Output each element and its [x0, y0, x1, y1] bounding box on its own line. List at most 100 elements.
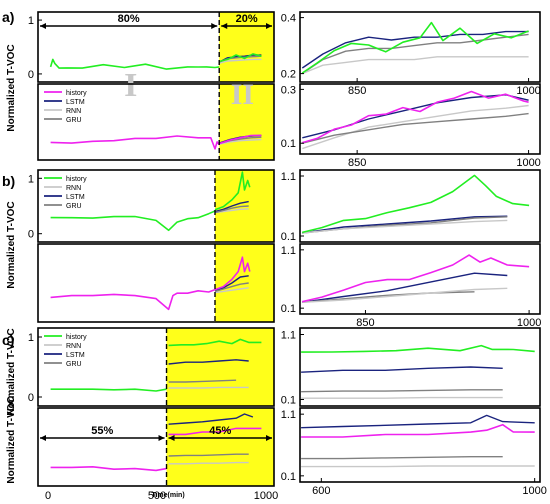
arrow-head: [158, 435, 165, 441]
series-history: [168, 338, 262, 347]
panel-b-right-top: 0.1 1.1: [281, 169, 541, 243]
series-history: [302, 174, 530, 234]
series-gru: [301, 456, 503, 460]
series-lstm: [301, 366, 503, 373]
y-tick-label: 0: [28, 69, 34, 81]
y-tick-label: 0: [28, 392, 34, 404]
test-percent-label: 20%: [236, 13, 258, 25]
series-lstm: [214, 275, 249, 291]
series-history: [50, 288, 216, 311]
legend-label: history: [66, 90, 87, 97]
x-tick-label: 1000: [516, 85, 540, 97]
forecast-region: [219, 84, 274, 160]
series-lstm: [214, 200, 249, 213]
series-history: [50, 466, 167, 472]
series-history: [301, 423, 535, 438]
y-tick-label: 0.1: [281, 231, 296, 243]
series-gru: [214, 205, 249, 214]
series-rnn: [219, 138, 262, 145]
series-rnn: [214, 208, 249, 214]
test-percent-label: 45%: [209, 425, 231, 437]
x-tick-label: 850: [356, 317, 374, 329]
series-history: [50, 210, 216, 232]
series-history-forecast: [214, 171, 251, 211]
arrow-head: [266, 435, 272, 441]
y-tick-label: 1.1: [281, 409, 296, 421]
series-gru: [214, 282, 249, 293]
panel-a-right-bottom: 0.1 0.3 850 1000: [281, 83, 541, 169]
series-history: [302, 254, 530, 303]
legend-label: RNN: [66, 108, 81, 115]
panel-label-a: a): [2, 9, 14, 25]
panel-b-left-top: 0 1 history RNN LSTM GRU: [28, 169, 275, 243]
series-rnn: [301, 396, 503, 399]
series-lstm: [168, 359, 249, 365]
series-lstm: [302, 272, 508, 303]
series-gru: [168, 453, 249, 457]
arrow-head: [40, 23, 46, 29]
series-rnn: [301, 465, 535, 468]
panel-a-left-bottom: history LSTM RNN GRU II: [37, 78, 275, 161]
plot-frame: [37, 407, 275, 487]
series-rnn: [302, 219, 508, 234]
legend-label: RNN: [66, 343, 81, 350]
series-lstm: [302, 94, 529, 139]
y-axis-label-a: Normalized T-VOC: [6, 44, 17, 131]
series-history-alt: [50, 388, 167, 392]
arrow-head: [40, 435, 46, 441]
panel-c-right-bottom: 0.1 1.1 600 1000: [281, 407, 547, 497]
series-lstm: [301, 414, 535, 429]
series-lstm: [301, 30, 529, 69]
legend-label: history: [66, 334, 87, 341]
panel-a-left-top: 0 1 80% 20% I: [28, 11, 275, 104]
panel-c-left-top: 0 1 history RNN LSTM GRU: [28, 327, 275, 407]
arrow-head: [266, 23, 272, 29]
y-tick-label: 0.1: [281, 303, 296, 315]
legend-label: LSTM: [66, 99, 85, 106]
plot-frame: [37, 243, 275, 323]
y-axis-label-c-bottom: Normalized T-VOC: [6, 396, 17, 483]
series-rnn: [168, 386, 249, 389]
series-rnn: [302, 56, 529, 75]
series-history-forecast: [218, 134, 262, 145]
series-rnn: [219, 58, 262, 64]
panel-c-left-bottom: 55% 45%: [37, 407, 275, 487]
y-axis-label-b: Normalized T-VOC: [6, 201, 17, 288]
series-history-forecast: [219, 53, 262, 63]
series-rnn: [302, 287, 508, 303]
panel-c-right-top: 0.1 1.1: [281, 327, 541, 407]
y-tick-label: 0.1: [281, 138, 296, 150]
series-rnn: [302, 104, 529, 150]
plot-frame: [37, 169, 275, 243]
y-tick-label: 0: [28, 229, 34, 241]
y-tick-label: 0.4: [281, 13, 296, 25]
plot-frame: [37, 83, 275, 161]
y-tick-label: 1: [28, 332, 34, 344]
y-tick-label: 0.3: [281, 84, 296, 96]
series-lstm: [302, 215, 508, 234]
panel-a-right-top: 0.2 0.4 850 1000: [281, 11, 541, 97]
plot-frame: [37, 11, 275, 83]
x-tick-label: 850: [348, 157, 366, 169]
series-history-forecast: [214, 256, 251, 291]
plot-frame: [299, 407, 541, 483]
plot-frame: [37, 327, 275, 407]
legend-label: history: [66, 176, 87, 183]
x-tick-label: 1000: [517, 317, 541, 329]
panel-label-b: b): [2, 173, 15, 189]
legend-label: GRU: [66, 203, 82, 210]
y-tick-label: 0.1: [281, 471, 296, 483]
forecast-region: [166, 328, 274, 406]
series-history: [49, 58, 220, 70]
y-tick-label: 1: [28, 15, 34, 27]
panel-b-right-bottom: 0.1 1.1 850 1000: [281, 243, 541, 329]
arrow-head: [211, 23, 218, 29]
legend-label: LSTM: [66, 352, 85, 359]
series-history: [301, 344, 535, 353]
legend-label: LSTM: [66, 194, 85, 201]
series-gru: [301, 389, 503, 393]
train-percent-label: 80%: [118, 13, 140, 25]
plot-frame: [299, 327, 541, 407]
